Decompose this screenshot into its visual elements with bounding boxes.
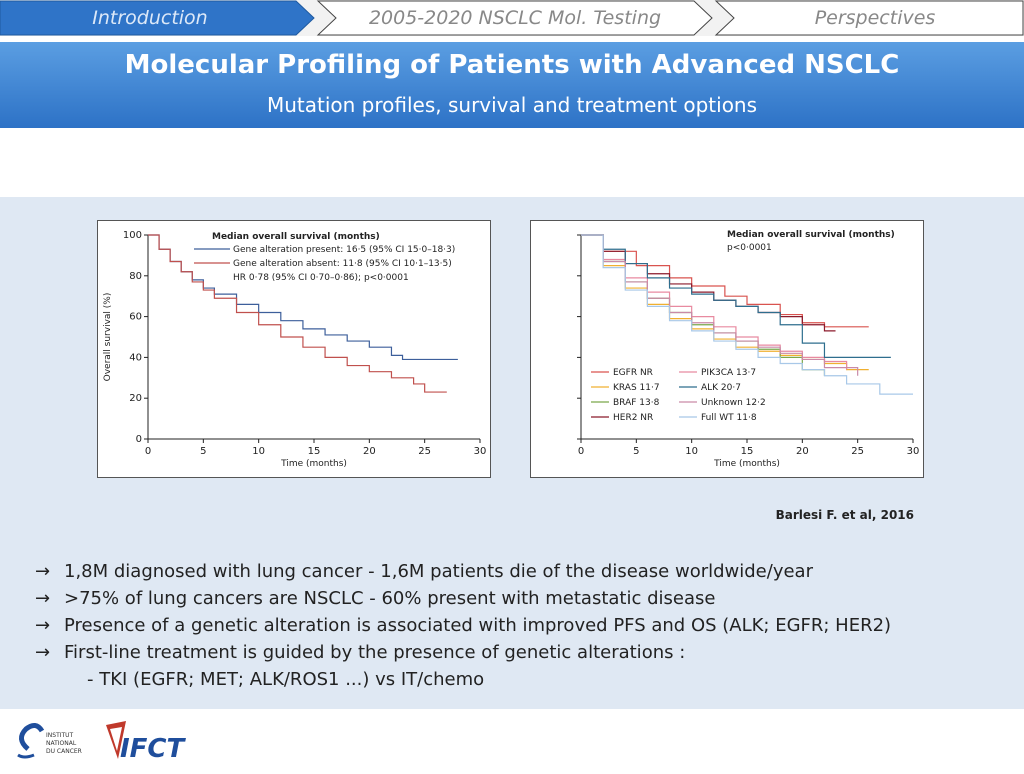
x-tick-label: 30 xyxy=(907,446,920,457)
legend-label-3: HER2 NR xyxy=(613,413,653,423)
tab-introduction-shape[interactable] xyxy=(0,0,315,36)
x-tick-label: 25 xyxy=(851,446,864,457)
series-line-0 xyxy=(581,234,869,328)
series-line-6 xyxy=(581,234,859,376)
tab-introduction[interactable]: Introduction xyxy=(92,7,208,29)
chart-mutation-types-plot: 0 5 10 15 20 25 30 Time (months) Median overall … xyxy=(577,230,920,469)
ifct-logo: IFCT xyxy=(106,721,187,764)
arrow-icon: → xyxy=(35,588,51,609)
legend-label-1: Gene alteration absent: 11·8 (95% CI 10·… xyxy=(233,259,452,269)
tab-molecular-testing[interactable]: 2005-2020 NSCLC Mol. Testing xyxy=(368,7,662,29)
y-tick-label: 80 xyxy=(129,271,142,282)
bullet-text: >75% of lung cancers are NSCLC - 60% pre… xyxy=(64,588,716,609)
y-tick-label: 20 xyxy=(129,393,142,404)
chart-title: Median overall survival (months) xyxy=(727,230,895,240)
chart-annotation: HR 0·78 (95% CI 0·70–0·86); p<0·0001 xyxy=(233,273,409,283)
series-line-7 xyxy=(581,234,913,395)
legend-label-0: Gene alteration present: 16·5 (95% CI 15… xyxy=(233,245,455,255)
y-tick-label: 0 xyxy=(136,434,142,445)
x-tick-label: 0 xyxy=(145,446,151,457)
inca-swirl-icon xyxy=(19,723,45,751)
bullet-item: → >75% of lung cancers are NSCLC - 60% pr… xyxy=(35,585,891,612)
chart-gene-alteration: 0 5 10 15 20 25 30 0 20 40 60 80 100 Time (months) Ove… xyxy=(97,220,491,478)
section-navigation: Introduction 2005-2020 NSCLC Mol. Testin… xyxy=(0,0,1024,36)
bullet-item: → First-line treatment is guided by the p… xyxy=(35,639,891,666)
x-tick-label: 20 xyxy=(363,446,376,457)
x-tick-label: 5 xyxy=(633,446,639,457)
chart-subtitle: p<0·0001 xyxy=(727,243,772,253)
y-tick-label: 40 xyxy=(129,352,142,363)
x-tick-label: 30 xyxy=(474,446,487,457)
citation: Barlesi F. et al, 2016 xyxy=(775,508,914,522)
tab-molecular-testing-shape[interactable] xyxy=(316,0,713,36)
legend-label-0: EGFR NR xyxy=(613,368,653,378)
bullet-text: Presence of a genetic alteration is asso… xyxy=(64,615,892,636)
legend-label-6: Unknown 12·2 xyxy=(701,398,766,408)
chart-gene-alteration-plot: 0 5 10 15 20 25 30 0 20 40 60 80 100 Time (months) Ove… xyxy=(103,230,487,469)
legend-label-2: BRAF 13·8 xyxy=(613,398,660,408)
inca-line-3: DU CANCER xyxy=(46,748,82,755)
sub-bullet: - TKI (EGFR; MET; ALK/ROS1 ...) vs IT/ch… xyxy=(87,669,485,690)
x-tick-label: 0 xyxy=(578,446,584,457)
page-title: Molecular Profiling of Patients with Adv… xyxy=(124,50,900,80)
arrow-icon: → xyxy=(35,642,51,663)
footer-logos: INSTITUT NATIONAL DU CANCER IFCT xyxy=(0,709,1024,770)
x-tick-label: 15 xyxy=(308,446,321,457)
arrow-icon: → xyxy=(35,615,51,636)
legend-label-7: Full WT 11·8 xyxy=(701,413,757,423)
x-tick-label: 15 xyxy=(741,446,754,457)
inca-logo: INSTITUT NATIONAL DU CANCER xyxy=(17,723,82,759)
legend-label-4: PIK3CA 13·7 xyxy=(701,368,756,378)
ifct-flag-inner-icon xyxy=(110,727,122,751)
series-line-4 xyxy=(581,234,848,370)
x-tick-label: 25 xyxy=(418,446,431,457)
page-subtitle: Mutation profiles, survival and treatmen… xyxy=(266,93,758,117)
bullet-item: → 1,8M diagnosed with lung cancer - 1,6M … xyxy=(35,558,891,585)
series-line-1 xyxy=(148,234,447,393)
bullet-item: → Presence of a genetic alteration is ass… xyxy=(35,612,891,639)
bullet-text: First-line treatment is guided by the pr… xyxy=(64,642,686,663)
x-tick-label: 10 xyxy=(252,446,265,457)
chart-mutation-types: 0 5 10 15 20 25 30 Time (months) Median overall … xyxy=(530,220,924,478)
tab-perspectives-shape[interactable] xyxy=(714,0,1024,36)
inca-line-2: NATIONAL xyxy=(46,740,77,747)
y-tick-label: 100 xyxy=(123,230,142,241)
x-tick-label: 20 xyxy=(796,446,809,457)
x-axis-label: Time (months) xyxy=(713,459,780,469)
x-tick-label: 5 xyxy=(200,446,206,457)
tab-perspectives[interactable]: Perspectives xyxy=(814,7,936,29)
x-axis-label: Time (months) xyxy=(280,459,347,469)
inca-swoosh-icon xyxy=(17,753,35,759)
title-banner xyxy=(0,42,1024,128)
inca-line-1: INSTITUT xyxy=(46,732,74,739)
chart-title: Median overall survival (months) xyxy=(212,232,380,242)
legend-label-5: ALK 20·7 xyxy=(701,383,741,393)
legend-label-1: KRAS 11·7 xyxy=(613,383,660,393)
logo-group: INSTITUT NATIONAL DU CANCER IFCT xyxy=(17,721,187,764)
bullet-text: 1,8M diagnosed with lung cancer - 1,6M p… xyxy=(64,561,813,582)
y-tick-label: 60 xyxy=(129,312,142,323)
x-tick-label: 10 xyxy=(685,446,698,457)
y-axis-label: Overall survival (%) xyxy=(103,293,113,382)
series-line-1 xyxy=(581,234,869,371)
arrow-icon: → xyxy=(35,561,51,582)
series-line-2 xyxy=(581,234,826,376)
ifct-wordmark: IFCT xyxy=(120,734,187,764)
nav-chevrons xyxy=(0,0,1024,36)
bullet-list: → 1,8M diagnosed with lung cancer - 1,6M … xyxy=(35,558,891,693)
